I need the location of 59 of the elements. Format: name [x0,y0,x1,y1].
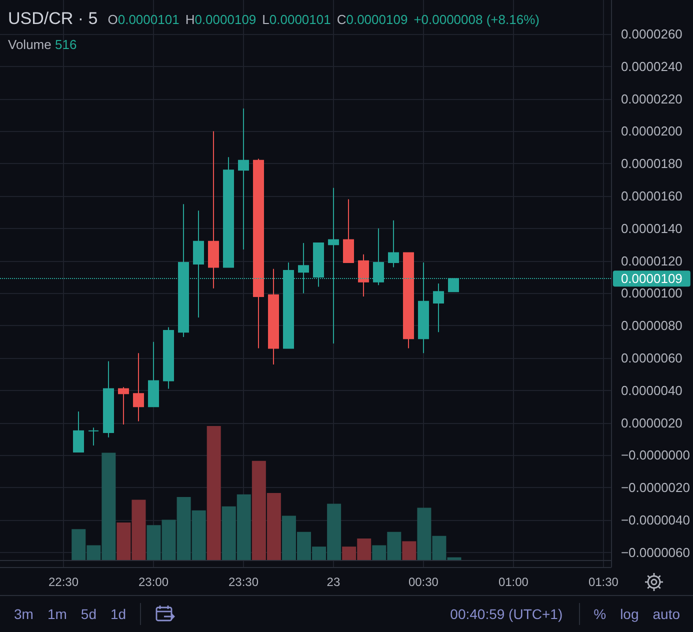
candlestick [433,283,444,333]
annotation: O0.0000101 [108,12,180,27]
y-tick-label: 0.0000200 [620,124,682,139]
candlestick [118,386,129,425]
candlestick [148,341,159,408]
x-tick-label: 23:30 [228,575,259,589]
y-tick-label: 0.0000180 [620,156,682,172]
annotation: L0.0000101 [262,12,331,27]
candlestick [73,410,84,452]
x-tick-label: 00:30 [408,575,439,589]
bar [402,541,416,560]
candlestick [358,254,369,297]
bar [206,426,221,560]
y-tick-label: −0.0000060 [620,544,690,560]
candlestick [208,130,219,289]
y-tick-label: 0.0000060 [620,350,682,366]
candlestick [103,360,114,438]
text: auto [652,606,680,622]
text: 00:40:59 (UTC+1) [450,606,563,622]
y-tick-label: 0.0000220 [620,91,682,106]
text: 3m [14,606,34,622]
candlestick [343,198,354,263]
candlestick [388,220,399,268]
y-tick-label: 0.0000140 [620,220,682,236]
candlestick [163,326,174,390]
x-tick-label: 22:30 [48,575,79,589]
text: USD/CR · 5 [8,9,98,28]
candlestick [88,427,99,446]
x-tick-label: 01:00 [498,575,529,589]
y-tick-label: 0.0000260 [620,26,682,42]
annotation: C0.0000109 [336,12,408,27]
candlestick [133,352,144,422]
x-tick-label: 01:30 [588,575,619,589]
text: 1m [47,606,67,622]
y-tick-label: 0.0000040 [620,382,682,398]
annotation: H0.0000109 [185,12,256,27]
x-tick-label: 23 [326,575,340,589]
ref-line-label: 0.0000109 [620,271,682,286]
y-tick-label: 0.0000080 [620,318,682,334]
annotation: Volume 516 [8,37,77,52]
y-tick-label: −0.0000020 [620,480,690,496]
y-tick-label: 0.0000100 [620,286,682,301]
candlestick [253,158,264,349]
candlestick [238,108,249,250]
text: 5d [80,606,96,622]
candlestick [223,156,234,268]
candlestick [268,268,279,365]
y-tick-label: 0.0000020 [620,415,682,430]
y-tick-label: 0.0000120 [620,253,682,268]
text: 1d [110,606,126,622]
annotation: +0.0000008 (+8.16%) [414,12,540,27]
y-tick-label: 0.0000160 [620,188,682,204]
x-tick-label: 23:00 [138,575,169,589]
candlestick [403,252,414,349]
y-tick-label: −0.0000040 [620,512,690,528]
text: log [620,606,639,622]
y-tick-label: 0.0000240 [620,58,682,74]
y-tick-label: −0.0000000 [620,448,690,463]
text: % [594,606,606,622]
